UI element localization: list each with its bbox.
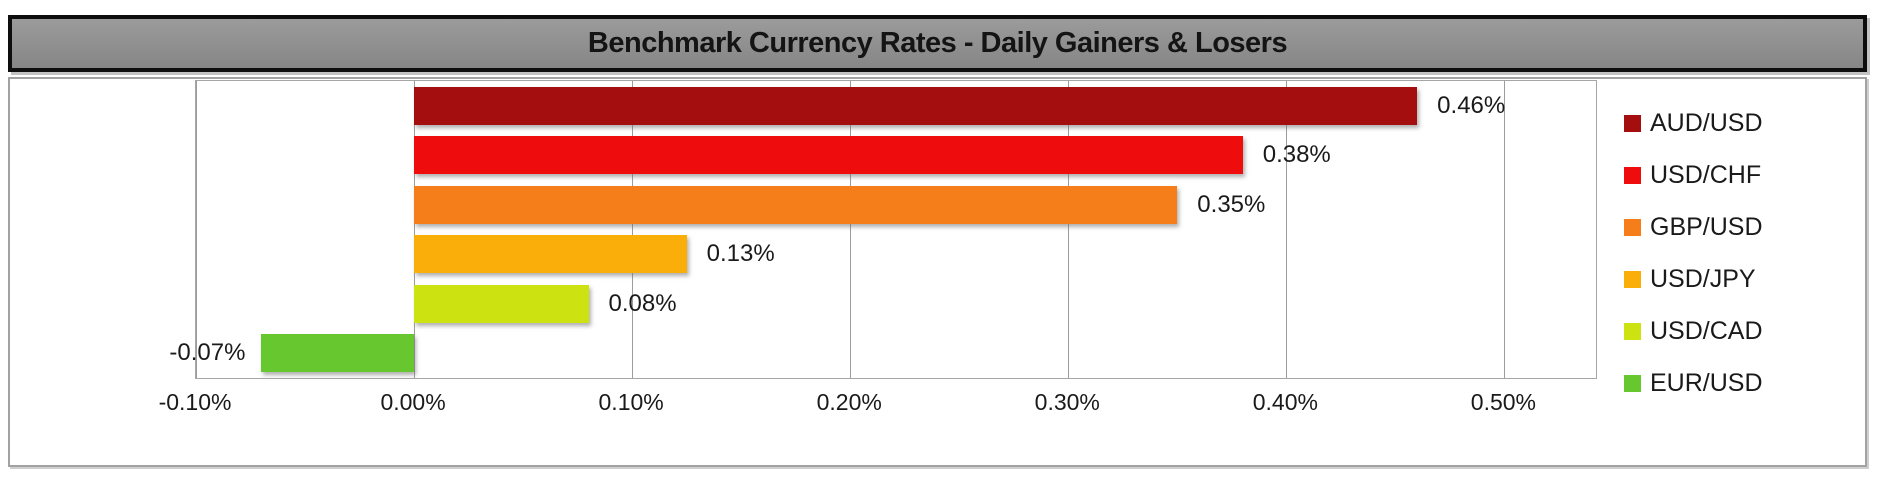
legend-swatch-icon: [1624, 166, 1641, 184]
x-tick-label: 0.10%: [598, 389, 664, 415]
x-tick-label: 0.50%: [1470, 389, 1537, 415]
legend-label: USD/CAD: [1650, 316, 1763, 345]
legend-swatch-icon: [1624, 114, 1641, 132]
legend-label: USD/JPY: [1650, 264, 1756, 293]
bar-value-label-usd-chf: 0.38%: [1262, 141, 1331, 168]
legend-label: EUR/USD: [1650, 368, 1763, 397]
x-tick-label: 0.20%: [816, 389, 882, 415]
gridline: [1068, 81, 1070, 378]
legend-item-usd-chf: USD/CHF: [1624, 149, 1864, 201]
x-tick-label: 0.30%: [1034, 389, 1100, 415]
legend-item-usd-cad: USD/CAD: [1624, 305, 1864, 357]
plot-area: 0.46% 0.38% 0.35% 0.13% 0.08% -0.07%: [169, 80, 1597, 379]
bar-value-label-eur-usd: -0.07%: [169, 339, 246, 366]
bar-value-label-gbp-usd: 0.35%: [1197, 191, 1266, 218]
bar-eur-usd: [261, 334, 415, 372]
chart-frame: 0.46% 0.38% 0.35% 0.13% 0.08% -0.07% -0.10% 0.…: [8, 77, 1867, 467]
bar-usd-jpy: [414, 235, 687, 273]
legend-item-usd-jpy: USD/JPY: [1624, 253, 1864, 305]
gridline: [196, 81, 197, 378]
gridline: [632, 81, 634, 378]
legend-swatch-icon: [1624, 374, 1641, 392]
legend-swatch-icon: [1624, 322, 1641, 340]
legend-label: USD/CHF: [1650, 160, 1762, 189]
gridline: [1504, 81, 1506, 378]
legend-item-eur-usd: EUR/USD: [1624, 357, 1864, 409]
legend-label: GBP/USD: [1650, 212, 1763, 241]
legend-label: AUD/USD: [1650, 108, 1763, 137]
x-tick-label: 0.40%: [1252, 389, 1318, 415]
legend-item-gbp-usd: GBP/USD: [1624, 201, 1864, 253]
bar-value-label-usd-jpy: 0.13%: [706, 240, 775, 267]
legend: AUD/USD USD/CHF GBP/USD USD/JPY USD/CAD EUR/U…: [1624, 97, 1864, 409]
bar-usd-chf: [414, 136, 1243, 174]
chart-title-bar: Benchmark Currency Rates - Daily Gainers…: [8, 15, 1867, 72]
legend-swatch-icon: [1624, 270, 1641, 288]
x-axis-tick-labels: -0.10% 0.00% 0.10% 0.20% 0.30% 0.40% 0.50%: [159, 389, 1595, 419]
legend-item-aud-usd: AUD/USD: [1624, 97, 1864, 149]
chart-title: Benchmark Currency Rates - Daily Gainers…: [587, 27, 1288, 59]
x-tick-label: -0.10%: [158, 389, 232, 415]
gridline: [850, 81, 852, 378]
bar-usd-cad: [414, 285, 589, 323]
bar-gbp-usd: [414, 186, 1178, 224]
gridline: [414, 81, 416, 378]
bar-aud-usd: [414, 87, 1418, 125]
gridline: [1286, 81, 1288, 378]
legend-swatch-icon: [1624, 218, 1641, 236]
x-tick-label: 0.00%: [380, 389, 446, 415]
bar-value-label-aud-usd: 0.46%: [1437, 92, 1506, 119]
bar-value-label-usd-cad: 0.08%: [608, 290, 677, 317]
